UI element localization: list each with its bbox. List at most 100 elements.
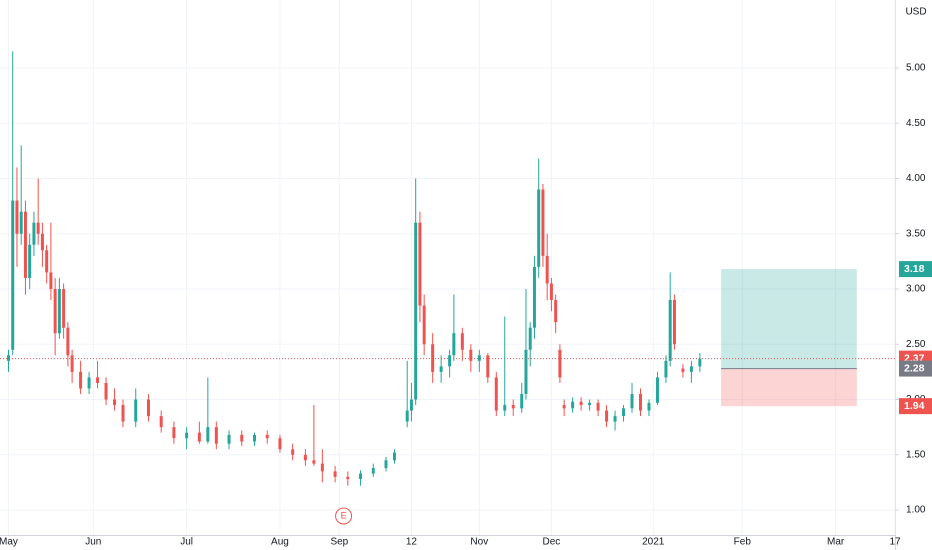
candle-body: [371, 468, 375, 474]
candle-body: [486, 355, 490, 378]
candle-body: [549, 283, 553, 301]
y-tick-label: 3.50: [906, 228, 926, 239]
candle-body: [53, 288, 57, 334]
x-tick-label: May: [0, 537, 18, 548]
candle-body: [613, 416, 617, 422]
candle-body: [448, 355, 452, 367]
candle-body: [227, 434, 231, 444]
candle-body: [28, 244, 32, 278]
y-tick-label: 4.50: [906, 118, 926, 129]
candle-body: [36, 222, 40, 234]
x-tick-label: Nov: [470, 537, 488, 548]
candle-body: [346, 476, 350, 480]
event-label: E: [341, 510, 347, 520]
candle-body: [320, 463, 324, 472]
y-tick-label: 5.00: [906, 63, 926, 74]
candle-body: [588, 402, 592, 406]
candle-body: [405, 410, 409, 422]
candle-body: [554, 300, 558, 323]
profit-zone: [721, 269, 857, 369]
candle-body: [664, 360, 668, 378]
candle-body: [185, 432, 189, 439]
candle-body: [672, 300, 676, 345]
x-tick-label: 12: [406, 537, 418, 548]
price-badge-label: 2.28: [904, 362, 925, 374]
candle-body: [134, 399, 138, 422]
candle-body: [668, 300, 672, 361]
candle-body: [49, 272, 53, 289]
candle-body: [265, 434, 269, 439]
candle-body: [384, 460, 388, 469]
price-badge-label: 1.94: [904, 400, 925, 412]
x-tick-label: Jun: [85, 537, 101, 548]
candle-body: [172, 427, 176, 439]
y-tick-label: 1.00: [906, 505, 926, 516]
candle-body: [113, 399, 117, 406]
candle-body: [303, 454, 307, 461]
candle-body: [96, 377, 100, 383]
candle-body: [414, 222, 418, 400]
candle-body: [40, 233, 44, 251]
price-badge: [899, 398, 932, 415]
candle-body: [6, 355, 10, 361]
candle-body: [647, 402, 651, 411]
candle-body: [240, 434, 244, 442]
candle-body: [409, 399, 413, 411]
candle-body: [45, 250, 49, 273]
x-tick-label: 17: [889, 537, 901, 548]
candle-body: [23, 211, 27, 278]
candle-body: [528, 327, 532, 350]
candle-body: [537, 189, 541, 267]
candle-body: [503, 405, 507, 411]
candle-body: [562, 405, 566, 409]
candle-body: [571, 401, 575, 409]
candle-body: [291, 449, 295, 455]
candle-body: [545, 255, 549, 284]
candle-body: [469, 349, 473, 361]
candle-body: [333, 471, 337, 477]
candle-body: [638, 393, 642, 411]
candle-body: [681, 368, 685, 372]
price-badge: [899, 261, 932, 278]
candle-body: [579, 401, 583, 406]
candle-body: [66, 327, 70, 356]
x-tick-label: Mar: [827, 537, 845, 548]
candle-body: [253, 434, 257, 442]
candle-body: [87, 377, 91, 389]
y-tick-label: 3.00: [906, 284, 926, 295]
candle-body: [121, 405, 125, 422]
candle-body: [460, 333, 464, 350]
y-tick-label: 2.50: [906, 339, 926, 350]
event-marker: [335, 507, 353, 525]
candle-body: [359, 473, 363, 480]
candle-body: [392, 452, 396, 461]
x-tick-label: 2021: [642, 537, 665, 548]
candle-body: [104, 382, 108, 400]
candle-body: [57, 288, 61, 334]
price-badge-label: 3.18: [904, 263, 925, 275]
candle-body: [541, 189, 545, 256]
candle-body: [62, 288, 66, 328]
candle-body: [558, 349, 562, 378]
candle-body: [622, 408, 626, 417]
currency-label: USD: [905, 7, 926, 18]
candle-body: [206, 427, 210, 442]
candle-body: [32, 222, 36, 245]
candle-body: [146, 399, 150, 417]
candle-body: [655, 377, 659, 403]
x-tick-label: Jul: [180, 537, 193, 548]
candle-body: [431, 344, 435, 372]
candle-body: [689, 366, 693, 372]
loss-zone: [721, 368, 857, 407]
candle-body: [520, 393, 524, 409]
y-tick-label: 1.50: [906, 449, 926, 460]
candle-body: [596, 402, 600, 411]
candle-body: [494, 377, 498, 411]
candle-body: [511, 405, 515, 409]
candle-body: [19, 211, 23, 234]
candle-body: [452, 333, 456, 356]
candle-body: [422, 305, 426, 345]
